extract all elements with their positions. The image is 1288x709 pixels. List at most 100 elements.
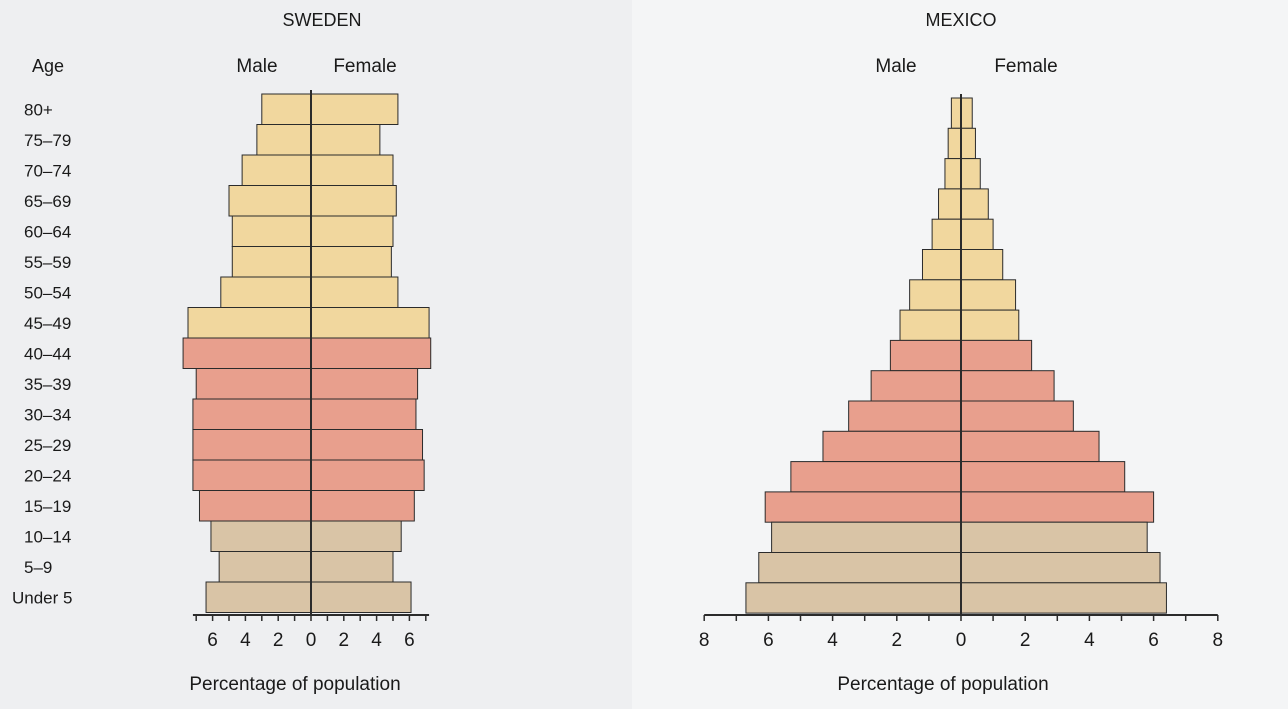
sweden-female-bar bbox=[310, 185, 397, 217]
age-axis-header: Age bbox=[32, 56, 64, 76]
sweden-male-bar bbox=[205, 581, 312, 613]
mexico-female-label: Female bbox=[994, 56, 1057, 77]
sweden-female-bar bbox=[310, 154, 394, 186]
sweden-male-bar bbox=[192, 459, 312, 491]
mexico-male-bar bbox=[758, 552, 962, 584]
mexico-x-tick-label: 8 bbox=[1213, 630, 1224, 651]
age-category-label: 10–14 bbox=[24, 527, 71, 546]
mexico-title: MEXICO bbox=[925, 10, 996, 30]
mexico-x-tick-label: 4 bbox=[1084, 630, 1095, 651]
sweden-x-axis-label: Percentage of population bbox=[189, 674, 400, 695]
sweden-female-bar bbox=[310, 276, 399, 308]
age-category-label: 20–24 bbox=[24, 466, 71, 485]
mexico-male-bar bbox=[889, 339, 962, 372]
age-category-label: 25–29 bbox=[24, 436, 71, 455]
sweden-female-bar bbox=[310, 429, 424, 461]
age-category-label: 5–9 bbox=[24, 558, 52, 577]
mexico-female-bar bbox=[960, 309, 1020, 341]
sweden-x-tick-label: 4 bbox=[240, 630, 251, 651]
sweden-title: SWEDEN bbox=[282, 10, 361, 30]
mexico-female-bar bbox=[960, 249, 1004, 281]
mexico-female-bar bbox=[960, 521, 1148, 554]
mexico-female-bar bbox=[960, 97, 973, 129]
mexico-female-bar bbox=[960, 552, 1161, 584]
mexico-female-bar bbox=[960, 188, 989, 220]
mexico-female-bar bbox=[960, 400, 1074, 432]
age-category-label: 60–64 bbox=[24, 222, 71, 241]
mexico-male-bar bbox=[764, 491, 962, 523]
age-category-label: 40–44 bbox=[24, 344, 71, 363]
sweden-male-bar bbox=[261, 93, 312, 125]
mexico-male-bar bbox=[921, 249, 962, 281]
mexico-x-tick-label: 0 bbox=[956, 630, 967, 651]
mexico-male-bar bbox=[938, 188, 962, 220]
sweden-female-bar bbox=[310, 215, 394, 247]
mexico-male-bar bbox=[931, 218, 962, 250]
sweden-male-bar bbox=[192, 398, 312, 430]
mexico-female-bar bbox=[960, 430, 1100, 463]
sweden-female-bar bbox=[310, 520, 402, 552]
sweden-female-label: Female bbox=[333, 56, 396, 77]
mexico-male-bar bbox=[745, 582, 962, 614]
age-category-label: 55–59 bbox=[24, 253, 71, 272]
sweden-male-label: Male bbox=[236, 56, 277, 77]
mexico-female-bar bbox=[960, 218, 994, 250]
age-category-label: Under 5 bbox=[12, 588, 72, 607]
sweden-male-bar bbox=[182, 337, 312, 369]
sweden-x-tick-label: 2 bbox=[273, 630, 284, 651]
sweden-male-bar bbox=[256, 124, 312, 156]
sweden-female-bar bbox=[310, 398, 417, 430]
mexico-x-tick-label: 6 bbox=[1148, 630, 1159, 651]
mexico-male-label: Male bbox=[875, 56, 916, 77]
sweden-x-tick-label: 0 bbox=[306, 630, 317, 651]
mexico-female-bar bbox=[960, 127, 976, 160]
mexico-x-tick-label: 6 bbox=[763, 630, 774, 651]
mexico-female-bar bbox=[960, 370, 1055, 402]
age-category-label: 75–79 bbox=[24, 131, 71, 150]
sweden-male-bar bbox=[218, 551, 312, 583]
age-category-label: 70–74 bbox=[24, 161, 71, 180]
age-category-label: 80+ bbox=[24, 100, 53, 119]
mexico-male-bar bbox=[944, 158, 962, 190]
mexico-x-axis-label: Percentage of population bbox=[837, 674, 1048, 695]
sweden-male-bar bbox=[228, 185, 312, 217]
sweden-x-tick-label: 4 bbox=[371, 630, 382, 651]
sweden-male-bar bbox=[192, 429, 312, 461]
sweden-male-bar bbox=[198, 490, 312, 522]
sweden-male-bar bbox=[195, 368, 312, 400]
age-category-label: 45–49 bbox=[24, 314, 71, 333]
mexico-male-bar bbox=[950, 97, 962, 129]
age-category-label: 65–69 bbox=[24, 192, 71, 211]
mexico-male-bar bbox=[771, 521, 962, 554]
mexico-male-bar bbox=[790, 461, 962, 493]
sweden-female-bar bbox=[310, 124, 381, 156]
mexico-male-bar bbox=[899, 309, 962, 341]
sweden-male-bar bbox=[220, 276, 312, 308]
sweden-x-tick-label: 2 bbox=[339, 630, 350, 651]
mexico-male-bar bbox=[822, 430, 962, 463]
age-category-label: 50–54 bbox=[24, 283, 71, 302]
sweden-x-tick-label: 6 bbox=[207, 630, 218, 651]
mexico-female-bar bbox=[960, 279, 1017, 311]
sweden-female-bar bbox=[310, 459, 425, 491]
mexico-x-tick-label: 2 bbox=[892, 630, 903, 651]
mexico-x-tick-label: 8 bbox=[699, 630, 710, 651]
sweden-female-bar bbox=[310, 581, 412, 613]
sweden-female-bar bbox=[310, 246, 392, 278]
sweden-female-bar bbox=[310, 307, 430, 339]
mexico-female-bar bbox=[960, 339, 1033, 372]
mexico-male-bar bbox=[848, 400, 962, 432]
age-category-label: 30–34 bbox=[24, 405, 71, 424]
age-category-label: 35–39 bbox=[24, 375, 71, 394]
mexico-female-bar bbox=[960, 582, 1167, 614]
sweden-female-bar bbox=[310, 551, 394, 583]
sweden-male-bar bbox=[210, 520, 312, 552]
sweden-male-bar bbox=[187, 307, 312, 339]
sweden-male-bar bbox=[231, 215, 312, 247]
mexico-male-bar bbox=[947, 127, 962, 160]
mexico-x-tick-label: 4 bbox=[827, 630, 838, 651]
sweden-female-bar bbox=[310, 93, 399, 125]
age-category-label: 15–19 bbox=[24, 497, 71, 516]
sweden-male-bar bbox=[231, 246, 312, 278]
